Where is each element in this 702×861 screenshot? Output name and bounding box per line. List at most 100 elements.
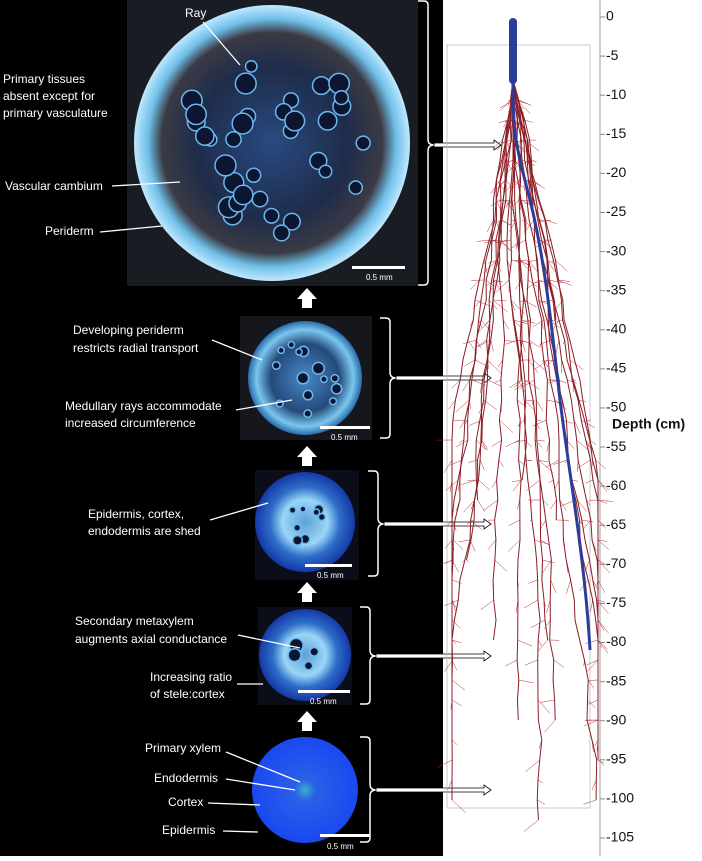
cell	[356, 136, 370, 150]
tick-label: -40	[606, 320, 626, 336]
lateral-root	[519, 100, 532, 106]
lateral-root	[452, 680, 465, 690]
cell	[334, 91, 348, 105]
lateral-root	[539, 460, 554, 473]
label: Primary tissues	[3, 72, 85, 86]
root	[513, 80, 555, 720]
lateral-root	[466, 560, 469, 562]
tick-label: -45	[606, 360, 626, 376]
lateral-root	[598, 620, 608, 633]
lateral-root	[519, 680, 533, 683]
root	[452, 80, 513, 800]
tick-label: -55	[606, 438, 626, 454]
lateral-root	[587, 660, 598, 665]
lateral-root	[488, 540, 496, 550]
lateral-root	[588, 660, 598, 671]
lateral-root	[555, 480, 559, 489]
lateral-root	[538, 780, 543, 783]
label: Periderm	[45, 224, 94, 238]
lateral-root	[526, 760, 540, 772]
lateral-root	[469, 420, 482, 425]
lateral-root	[444, 660, 452, 672]
cell	[293, 536, 303, 546]
label: restricts radial transport	[73, 341, 199, 355]
cell	[318, 112, 336, 130]
lateral-root	[588, 680, 594, 689]
lateral-root	[505, 340, 516, 342]
label: increased circumference	[65, 416, 196, 430]
tick-label: -75	[606, 594, 626, 610]
lateral-root	[514, 260, 529, 261]
cell	[313, 509, 319, 515]
lateral-root	[462, 380, 469, 391]
tick-label: 0	[606, 8, 614, 24]
lateral-root	[592, 780, 596, 790]
lateral-root	[547, 600, 551, 613]
cell	[300, 506, 306, 512]
cell	[294, 524, 301, 531]
lateral-root	[525, 660, 538, 665]
lateral-root	[495, 560, 507, 571]
cell	[296, 349, 302, 355]
cell	[289, 507, 295, 513]
tick-label: -90	[606, 711, 626, 727]
depth-axis-label: Depth (cm)	[612, 416, 685, 432]
lateral-root	[584, 720, 598, 726]
tick-label: -50	[606, 399, 626, 415]
cell	[303, 390, 312, 399]
lateral-root	[492, 480, 497, 488]
cell	[226, 132, 241, 147]
label: augments axial conductance	[75, 632, 227, 646]
cell	[252, 191, 267, 206]
lateral-root	[554, 660, 564, 667]
lateral-root	[518, 420, 524, 426]
lateral-root	[488, 380, 502, 386]
root	[452, 80, 513, 700]
root	[452, 80, 513, 560]
lateral-root	[518, 640, 532, 646]
scale-label: 0.5 mm	[327, 842, 354, 851]
cell	[310, 647, 319, 656]
lateral-root	[549, 480, 554, 483]
lateral-root	[529, 580, 538, 583]
cell	[297, 372, 308, 383]
lateral-root	[546, 460, 559, 467]
lateral-root	[509, 220, 515, 232]
lateral-root	[483, 500, 498, 511]
lateral-root	[546, 220, 557, 224]
lateral-root	[501, 240, 510, 251]
cell	[278, 347, 284, 353]
lateral-root	[513, 200, 519, 206]
lateral-root	[537, 440, 545, 441]
lateral-root	[499, 420, 513, 433]
scale-label: 0.5 mm	[310, 697, 337, 706]
lateral-root	[475, 360, 485, 365]
cell	[288, 342, 294, 348]
lateral-root	[502, 220, 512, 226]
tick-label: -85	[606, 672, 626, 688]
tick-label: -15	[606, 125, 626, 141]
lateral-root	[585, 480, 592, 483]
lateral-root	[499, 460, 504, 467]
label: Developing periderm	[73, 323, 184, 337]
lateral-root	[480, 460, 484, 470]
root-system	[437, 80, 613, 832]
tick-label: -25	[606, 203, 626, 219]
lateral-root	[500, 100, 510, 111]
lateral-root	[538, 640, 547, 651]
tick-label: -10	[606, 86, 626, 102]
micrograph	[252, 737, 358, 843]
cell	[246, 61, 257, 72]
lateral-root	[550, 500, 556, 509]
lateral-root	[491, 340, 494, 351]
lateral-root	[587, 700, 598, 705]
lateral-root	[492, 440, 502, 447]
tick-label: -95	[606, 751, 626, 767]
label: Secondary metaxylem	[75, 614, 194, 628]
cell	[319, 165, 331, 177]
cell	[264, 208, 279, 223]
lateral-root	[461, 480, 476, 485]
lateral-root	[495, 380, 501, 383]
tick-label: -5	[606, 47, 619, 63]
